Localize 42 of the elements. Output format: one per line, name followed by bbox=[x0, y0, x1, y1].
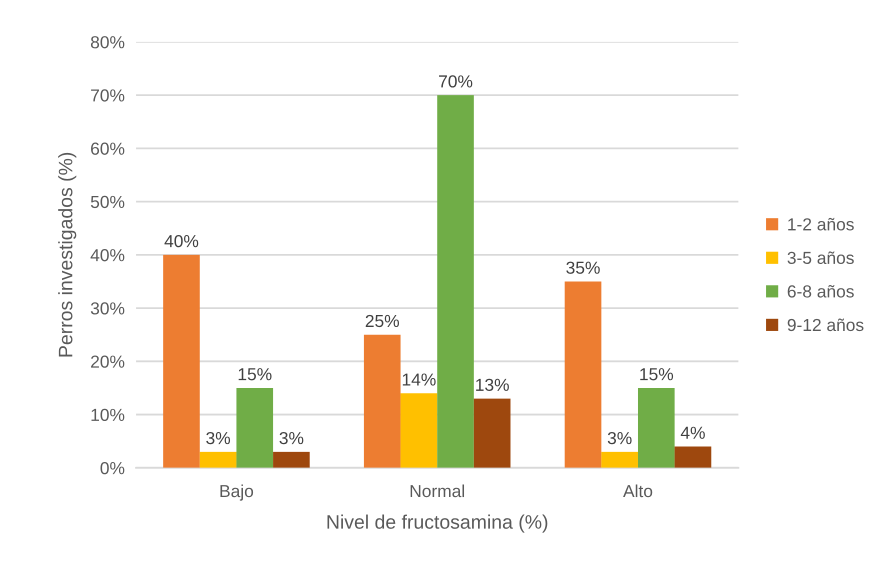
y-tick-label: 30% bbox=[90, 302, 124, 315]
data-label: 3% bbox=[206, 432, 230, 444]
x-tick-label: Normal bbox=[410, 484, 464, 498]
data-label: 35% bbox=[566, 262, 600, 274]
legend-label: 6-8 años bbox=[788, 284, 854, 298]
x-tick-label: Alto bbox=[623, 484, 652, 498]
y-tick-label: 0% bbox=[100, 462, 124, 474]
bar bbox=[364, 334, 401, 468]
y-axis-title: Perros investigados (%) bbox=[58, 152, 76, 356]
bar bbox=[437, 95, 474, 468]
bar bbox=[564, 281, 602, 468]
y-tick-label: 60% bbox=[91, 142, 124, 155]
bar bbox=[474, 398, 510, 468]
data-label: 25% bbox=[366, 314, 399, 328]
y-tick-label: 50% bbox=[90, 196, 124, 208]
y-tick-label: 20% bbox=[91, 356, 124, 368]
data-label: 15% bbox=[640, 368, 674, 380]
data-label: 15% bbox=[238, 368, 272, 380]
legend-label: 3-5 años bbox=[788, 251, 854, 264]
bar bbox=[200, 452, 236, 468]
bar bbox=[236, 388, 274, 468]
bar bbox=[163, 254, 200, 468]
bar bbox=[400, 393, 438, 468]
y-tick-label: 10% bbox=[92, 408, 124, 422]
bar bbox=[601, 452, 638, 468]
x-tick-label: Bajo bbox=[220, 484, 254, 501]
y-tick-label: 70% bbox=[91, 89, 124, 102]
bar bbox=[638, 388, 675, 468]
legend-label: 9-12 años bbox=[788, 318, 864, 332]
data-label: 70% bbox=[439, 75, 472, 88]
y-tick-label: 80% bbox=[90, 36, 124, 48]
data-label: 3% bbox=[280, 432, 304, 444]
y-tick-label: 40% bbox=[90, 249, 124, 262]
bar bbox=[674, 446, 712, 468]
data-label: 14% bbox=[402, 373, 436, 386]
x-axis-title: Nivel de fructosamina (%) bbox=[328, 514, 548, 533]
data-label: 40% bbox=[164, 234, 198, 248]
data-label: 13% bbox=[476, 378, 509, 391]
legend-label: 1-2 años bbox=[788, 218, 854, 230]
data-label: 4% bbox=[680, 426, 705, 439]
bar bbox=[273, 452, 310, 468]
data-label: 3% bbox=[608, 432, 632, 444]
